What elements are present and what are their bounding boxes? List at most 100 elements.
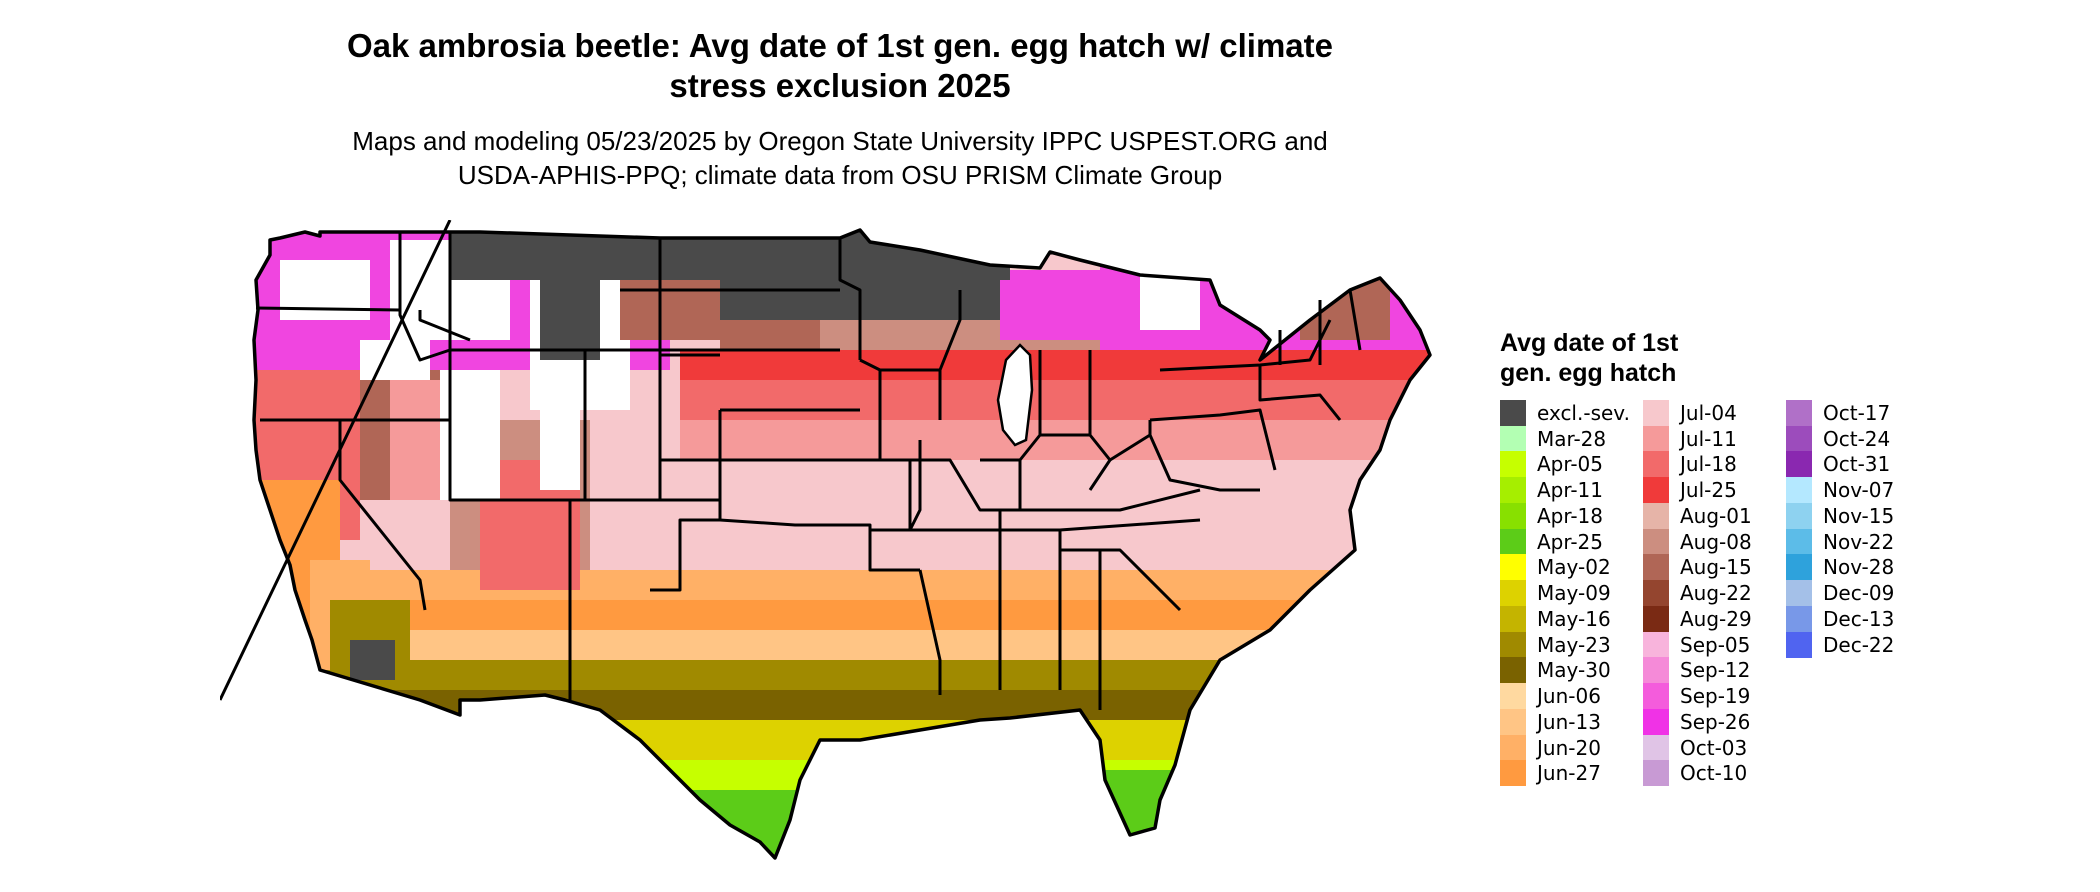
map-subtitle: Maps and modeling 05/23/2025 by Oregon S…: [250, 124, 1430, 192]
us-map: [220, 220, 1432, 860]
legend-swatch: [1500, 502, 1526, 529]
legend-item: Jul-18: [1643, 451, 1786, 478]
legend-swatch: [1786, 528, 1812, 555]
legend-swatch: [1500, 683, 1526, 710]
legend-swatch: [1500, 734, 1526, 761]
legend-item: Oct-03: [1643, 734, 1786, 761]
legend-label: Oct-17: [1823, 400, 1891, 425]
legend-swatch: [1786, 502, 1812, 529]
legend-label: Sep-19: [1680, 684, 1751, 709]
legend-label: Oct-03: [1680, 735, 1748, 760]
legend-label: Jul-04: [1680, 400, 1737, 425]
legend-columns: excl.-sev. Mar-28 Apr-05 Apr-11 Apr-18 Apr-25…: [1500, 399, 1929, 787]
legend-label: Jul-25: [1680, 478, 1737, 503]
legend-item: Aug-22: [1643, 580, 1786, 607]
map-title-line-1: Oak ambrosia beetle: Avg date of 1st gen…: [347, 27, 1333, 64]
legend-label: Oct-31: [1823, 452, 1891, 477]
legend-swatch: [1786, 425, 1812, 452]
legend-swatch: [1786, 477, 1812, 504]
legend-label: Nov-28: [1823, 555, 1895, 580]
legend-label: excl.-sev.: [1537, 400, 1630, 425]
legend-item: Jun-13: [1500, 708, 1643, 735]
legend-title: Avg date of 1st gen. egg hatch: [1500, 328, 1929, 388]
legend-item: Oct-10: [1643, 760, 1786, 787]
legend-swatch: [1643, 708, 1669, 735]
legend-column: Oct-17 Oct-24 Oct-31 Nov-07 Nov-15 Nov-22 Nov-…: [1786, 399, 1929, 786]
legend-item: Nov-22: [1786, 528, 1929, 555]
legend-swatch: [1786, 605, 1812, 632]
legend-label: Aug-01: [1680, 503, 1752, 528]
legend-item: Jun-06: [1500, 683, 1643, 710]
legend-swatch: [1500, 477, 1526, 504]
legend-title-line-2: gen. egg hatch: [1500, 359, 1677, 387]
legend-item: Aug-08: [1643, 528, 1786, 555]
legend-item: Aug-15: [1643, 554, 1786, 581]
legend-label: Sep-26: [1680, 709, 1751, 734]
legend-label: Jul-18: [1680, 452, 1737, 477]
legend-swatch: [1643, 631, 1669, 658]
legend-swatch: [1643, 399, 1669, 426]
legend-swatch: [1643, 734, 1669, 761]
legend-label: Mar-28: [1537, 426, 1607, 451]
legend-item: Nov-07: [1786, 477, 1929, 504]
legend-label: Nov-15: [1823, 503, 1895, 528]
legend-swatch: [1643, 425, 1669, 452]
legend-item: May-02: [1500, 554, 1643, 581]
legend-item: Dec-22: [1786, 631, 1929, 658]
legend-item: Nov-28: [1786, 554, 1929, 581]
map-title-line-2: stress exclusion 2025: [669, 67, 1011, 104]
legend-swatch: [1500, 631, 1526, 658]
legend-label: Dec-09: [1823, 581, 1895, 606]
legend-label: Oct-10: [1680, 761, 1748, 786]
map-subtitle-line-1: Maps and modeling 05/23/2025 by Oregon S…: [352, 126, 1328, 156]
legend-label: May-30: [1537, 658, 1611, 683]
legend-swatch: [1643, 528, 1669, 555]
legend-swatch: [1643, 580, 1669, 607]
legend-label: Dec-22: [1823, 632, 1895, 657]
legend-item: Jun-20: [1500, 734, 1643, 761]
legend-item: Sep-05: [1643, 631, 1786, 658]
legend-label: Jun-13: [1537, 709, 1601, 734]
legend-label: Sep-05: [1680, 632, 1751, 657]
legend-item: Jul-04: [1643, 399, 1786, 426]
legend-label: Apr-25: [1537, 529, 1603, 554]
legend-label: May-16: [1537, 606, 1611, 631]
legend-item: Dec-13: [1786, 605, 1929, 632]
legend-item: Dec-09: [1786, 580, 1929, 607]
legend-swatch: [1500, 580, 1526, 607]
legend-swatch: [1643, 451, 1669, 478]
legend-title-line-1: Avg date of 1st: [1500, 329, 1679, 357]
legend-item: Sep-26: [1643, 708, 1786, 735]
legend-item: Jun-27: [1500, 760, 1643, 787]
legend-label: Aug-22: [1680, 581, 1752, 606]
legend-swatch: [1643, 683, 1669, 710]
legend-swatch: [1786, 451, 1812, 478]
legend-item: Nov-15: [1786, 502, 1929, 529]
legend-label: Apr-11: [1537, 478, 1603, 503]
legend-label: Jul-11: [1680, 426, 1737, 451]
legend-item: excl.-sev.: [1500, 399, 1643, 426]
legend-swatch: [1500, 605, 1526, 632]
legend-item: May-09: [1500, 580, 1643, 607]
legend-swatch: [1643, 554, 1669, 581]
legend-label: Aug-15: [1680, 555, 1752, 580]
legend-label: Aug-08: [1680, 529, 1752, 554]
legend-column: Jul-04 Jul-11 Jul-18 Jul-25 Aug-01 Aug-08 Aug-…: [1643, 399, 1786, 787]
legend-swatch: [1500, 554, 1526, 581]
legend-swatch: [1786, 631, 1812, 658]
legend-swatch: [1500, 708, 1526, 735]
legend-item: May-30: [1500, 657, 1643, 684]
legend-label: Dec-13: [1823, 606, 1895, 631]
legend-item: Apr-25: [1500, 528, 1643, 555]
legend-swatch: [1786, 554, 1812, 581]
legend-item: Apr-05: [1500, 451, 1643, 478]
legend-swatch: [1643, 760, 1669, 787]
legend-column: excl.-sev. Mar-28 Apr-05 Apr-11 Apr-18 Apr-25…: [1500, 399, 1643, 787]
legend-swatch: [1500, 657, 1526, 684]
legend-label: Sep-12: [1680, 658, 1751, 683]
legend-label: May-23: [1537, 632, 1611, 657]
map-legend: Avg date of 1st gen. egg hatch excl.-sev…: [1500, 328, 1929, 787]
map-subtitle-line-2: USDA-APHIS-PPQ; climate data from OSU PR…: [457, 160, 1223, 190]
legend-item: Mar-28: [1500, 425, 1643, 452]
legend-item: Sep-19: [1643, 683, 1786, 710]
